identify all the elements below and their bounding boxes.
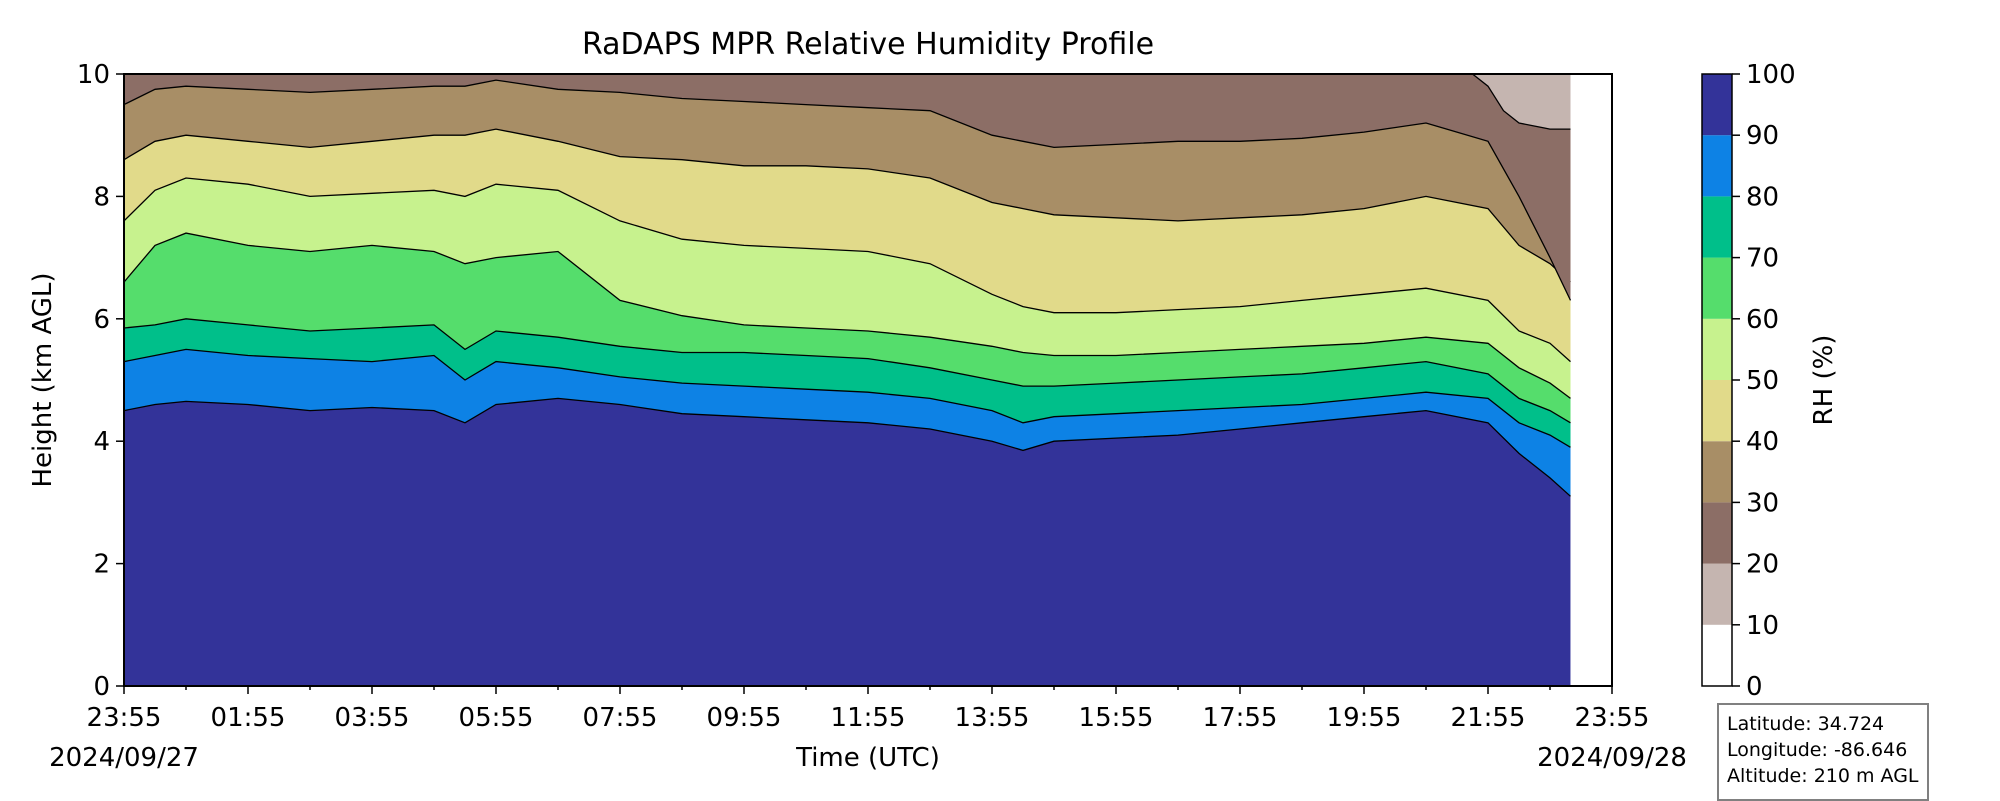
colorbar: 0 10 20 30 40 50 60 70 80 90 100: [1701, 60, 1796, 702]
y-tick-label: 6: [93, 305, 110, 335]
colorbar-tick-label: 100: [1746, 60, 1796, 90]
colorbar-tick-label: 0: [1746, 672, 1763, 702]
colorbar-swatch: [1702, 563, 1732, 625]
x-tick-label: 23:55: [87, 703, 162, 733]
colorbar-swatch: [1702, 196, 1732, 258]
contour-line-60: [124, 232, 1571, 399]
contour-line-90: [124, 397, 1571, 497]
altitude-text: Altitude: 210 m AGL: [1727, 765, 1919, 787]
colorbar-swatch: [1702, 135, 1732, 197]
x-tick-label: 15:55: [1079, 703, 1154, 733]
colorbar-tick-label: 20: [1746, 550, 1779, 580]
x-tick-label: 05:55: [459, 703, 534, 733]
contour-line-80: [124, 348, 1571, 448]
contour-line-70: [124, 318, 1571, 424]
latitude-text: Latitude: 34.724: [1727, 713, 1885, 735]
colorbar-swatch: [1702, 318, 1732, 380]
colorbar-tick-label: 60: [1746, 305, 1779, 335]
y-tick-label: 0: [93, 672, 110, 702]
x-tick-label: 01:55: [211, 703, 286, 733]
colorbar-tick-label: 10: [1746, 611, 1779, 641]
x-tick-label: 21:55: [1451, 703, 1526, 733]
colorbar-swatch: [1702, 624, 1732, 686]
colorbar-swatch: [1702, 257, 1732, 319]
colorbar-swatch: [1702, 502, 1732, 564]
colorbar-swatch: [1702, 380, 1732, 442]
x-axis-label: Time (UTC): [795, 743, 940, 773]
longitude-text: Longitude: -86.646: [1727, 739, 1908, 761]
colorbar-tick-label: 30: [1746, 488, 1779, 518]
colorbar-swatch: [1702, 74, 1732, 136]
colorbar-tick-label: 40: [1746, 427, 1779, 457]
x-tick-label: 19:55: [1327, 703, 1402, 733]
colorbar-tick-label: 80: [1746, 182, 1779, 212]
rh-band-20-30: [124, 74, 1571, 301]
y-tick-label: 4: [93, 427, 110, 457]
colorbar-tick-label: 50: [1746, 366, 1779, 396]
y-axis: 0 2 4 6 8 10: [77, 60, 124, 702]
contour-line-20: [1472, 74, 1571, 130]
x-tick-label: 07:55: [583, 703, 658, 733]
y-axis-label: Height (km AGL): [28, 272, 58, 487]
colorbar-tick-label: 90: [1746, 121, 1779, 151]
rh-band-10-20: [1472, 74, 1571, 130]
y-tick-label: 8: [93, 182, 110, 212]
colorbar-label: RH (%): [1809, 335, 1839, 426]
station-info-box: Latitude: 34.724 Longitude: -86.646 Alti…: [1717, 703, 1929, 801]
x-tick-label: 23:55: [1575, 703, 1650, 733]
colorbar-swatch: [1702, 441, 1732, 503]
contour-line-50: [124, 177, 1571, 363]
x-tick-label: 09:55: [707, 703, 782, 733]
x-tick-label: 13:55: [955, 703, 1030, 733]
colorbar-tick-label: 70: [1746, 244, 1779, 274]
x-tick-label: 03:55: [335, 703, 410, 733]
x-tick-label: 17:55: [1203, 703, 1278, 733]
contour-line-30: [124, 79, 1572, 301]
y-tick-label: 10: [77, 60, 110, 90]
start-date-label: 2024/09/27: [49, 743, 199, 773]
x-axis: 23:55 01:55 03:55 05:55 07:55 09:55 11:55 13:55…: [87, 686, 1650, 733]
x-tick-label: 11:55: [831, 703, 906, 733]
chart-title: RaDAPS MPR Relative Humidity Profile: [582, 27, 1154, 62]
contour-fill-layers: [124, 74, 1572, 686]
end-date-label: 2024/09/28: [1537, 743, 1687, 773]
y-tick-label: 2: [93, 550, 110, 580]
contour-line-40: [124, 128, 1571, 283]
